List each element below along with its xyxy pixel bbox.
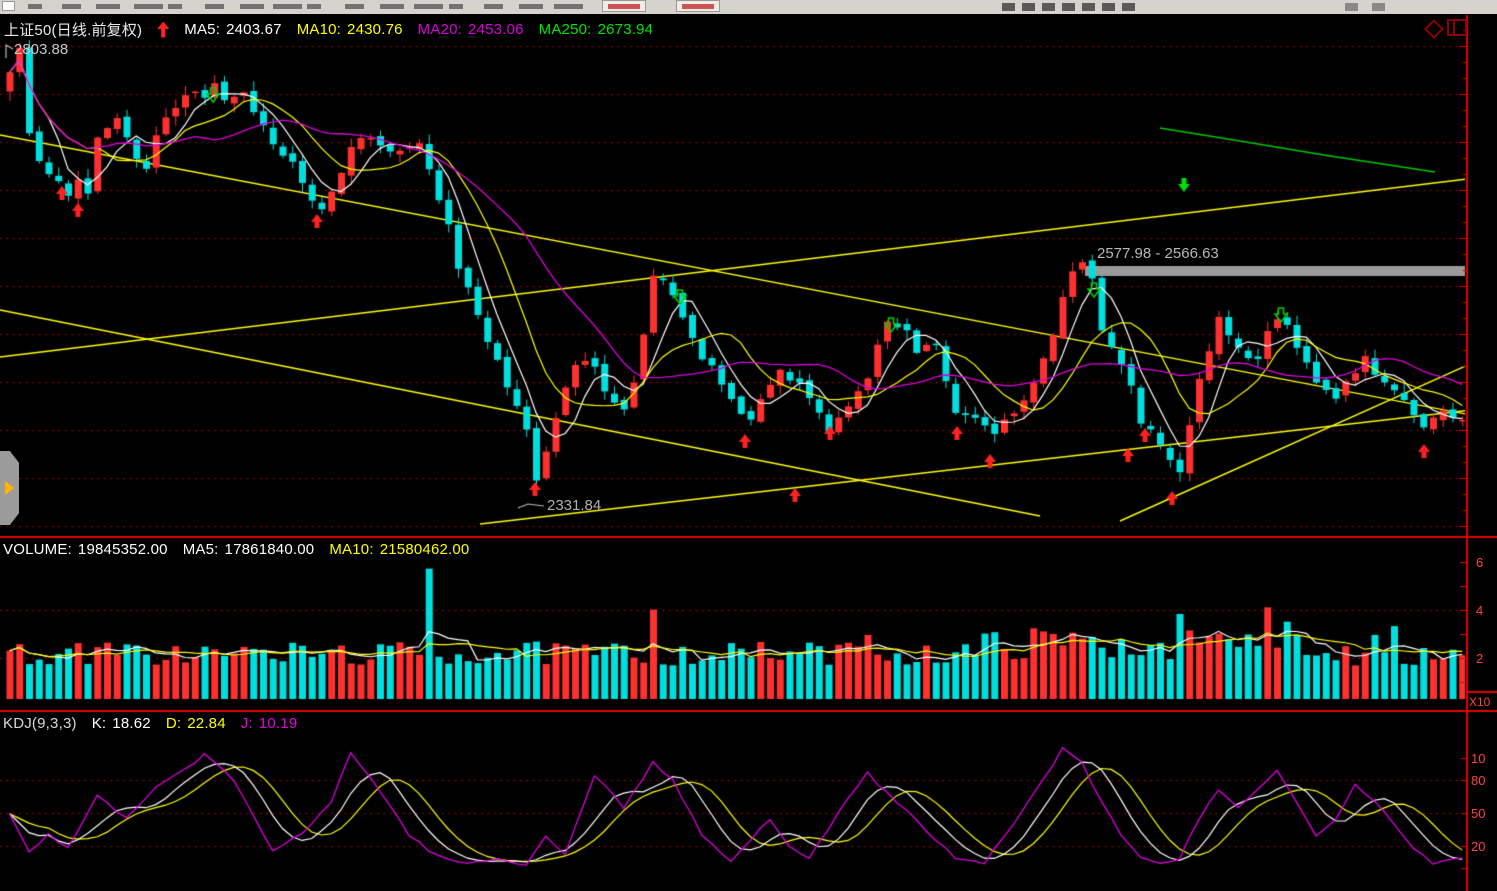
ma250-label: MA250: bbox=[538, 21, 592, 38]
split-window-icon[interactable] bbox=[1447, 19, 1467, 36]
ma20-label: MA20: bbox=[417, 21, 463, 38]
kdj-d-label: D: bbox=[165, 715, 182, 732]
price-low-label: 2331.84 bbox=[547, 497, 602, 514]
kdj-k-value: 18.62 bbox=[112, 715, 151, 732]
kdj-title: KDJ(9,3,3) bbox=[3, 715, 77, 732]
volume-ma5-label: MA5: bbox=[182, 541, 219, 558]
ma20-value: 2453.06 bbox=[468, 21, 524, 38]
volume-unit-label: X10 bbox=[1469, 695, 1491, 709]
ma10-indicator: MA10: 2430.76 bbox=[297, 21, 403, 38]
volume-value: 19845352.00 bbox=[77, 541, 168, 558]
main-chart-header: 上证50(日线.前复权) MA5: 2403.67 MA10: 2430.76 … bbox=[4, 19, 653, 40]
kdj-j-indicator: J: 10.19 bbox=[241, 715, 298, 732]
toolbar-red-button-2[interactable] bbox=[676, 0, 720, 12]
kdj-k-label: K: bbox=[91, 715, 107, 732]
ma10-label: MA10: bbox=[296, 21, 342, 38]
volume-axis-label-2: 2 bbox=[1476, 651, 1484, 666]
ma10-value: 2430.76 bbox=[347, 21, 403, 38]
volume-axis-label-1: 4 bbox=[1476, 603, 1484, 618]
symbol-label: 上证50(日线.前复权) bbox=[4, 22, 143, 39]
ma20-indicator: MA20: 2453.06 bbox=[418, 21, 524, 38]
kdj-j-label: J: bbox=[240, 715, 253, 732]
kdj-d-indicator: D: 22.84 bbox=[166, 715, 226, 732]
sidebar-expand-tab[interactable] bbox=[0, 451, 19, 525]
signal-up-arrow-icon bbox=[157, 21, 170, 38]
kdj-d-value: 22.84 bbox=[187, 715, 226, 732]
volume-label: VOLUME: bbox=[3, 541, 72, 558]
expand-triangle-icon bbox=[5, 481, 14, 495]
kdj-axis-label-2: 50 bbox=[1471, 806, 1486, 821]
ma5-label: MA5: bbox=[184, 21, 221, 38]
ma250-indicator: MA250: 2673.94 bbox=[539, 21, 654, 38]
price-high-label: 2803.88 bbox=[14, 41, 69, 58]
volume-ma10-indicator: MA10: 21580462.00 bbox=[329, 541, 469, 558]
kdj-k-indicator: K: 18.62 bbox=[92, 715, 151, 732]
volume-header: VOLUME: 19845352.00 MA5: 17861840.00 MA1… bbox=[3, 541, 469, 558]
kdj-header: KDJ(9,3,3) K: 18.62 D: 22.84 J: 10.19 bbox=[3, 715, 297, 732]
toolbar-red-button-1[interactable] bbox=[602, 0, 646, 12]
toolbar-page-icon bbox=[2, 1, 15, 11]
kdj-j-value: 10.19 bbox=[258, 715, 298, 732]
volume-indicator: VOLUME: 19845352.00 bbox=[3, 541, 168, 558]
resistance-range-label: 2577.98 - 2566.63 bbox=[1097, 245, 1219, 262]
volume-axis-label-0: 6 bbox=[1476, 555, 1484, 570]
ma5-indicator: MA5: 2403.67 bbox=[184, 21, 281, 38]
kdj-axis-label-1: 80 bbox=[1471, 773, 1486, 788]
volume-ma10-value: 21580462.00 bbox=[379, 541, 470, 558]
ma5-value: 2403.67 bbox=[226, 21, 282, 38]
ma250-value: 2673.94 bbox=[597, 21, 654, 38]
kdj-axis-label-0: 10 bbox=[1471, 751, 1486, 766]
top-toolbar[interactable] bbox=[0, 0, 1497, 14]
volume-ma5-value: 17861840.00 bbox=[224, 541, 315, 558]
volume-ma5-indicator: MA5: 17861840.00 bbox=[183, 541, 315, 558]
volume-ma10-label: MA10: bbox=[329, 541, 374, 558]
kdj-axis-label-3: 20 bbox=[1471, 839, 1486, 854]
